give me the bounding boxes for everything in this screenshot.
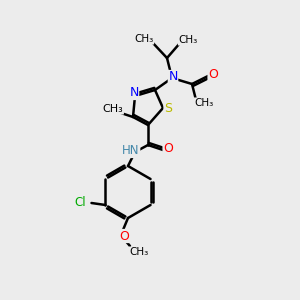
Text: CH₃: CH₃ bbox=[103, 104, 123, 114]
Text: CH₃: CH₃ bbox=[129, 247, 148, 257]
Text: CH₃: CH₃ bbox=[194, 98, 214, 108]
Text: Cl: Cl bbox=[75, 196, 86, 208]
Text: CH₃: CH₃ bbox=[178, 35, 198, 45]
Text: N: N bbox=[129, 86, 139, 100]
Text: O: O bbox=[119, 230, 129, 242]
Text: HN: HN bbox=[122, 145, 140, 158]
Text: S: S bbox=[164, 103, 172, 116]
Text: O: O bbox=[208, 68, 218, 82]
Text: N: N bbox=[168, 70, 178, 83]
Text: CH₃: CH₃ bbox=[134, 34, 154, 44]
Text: O: O bbox=[163, 142, 173, 155]
